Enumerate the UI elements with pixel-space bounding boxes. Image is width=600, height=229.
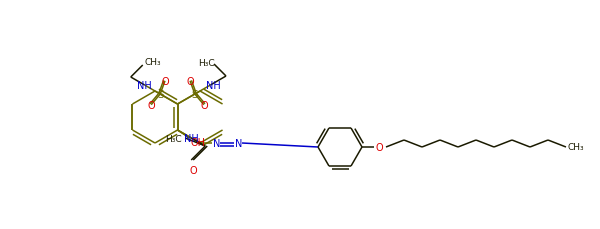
Text: NH: NH [206, 81, 221, 91]
Text: O: O [148, 100, 155, 110]
Text: O: O [375, 142, 383, 152]
Text: O: O [186, 76, 194, 87]
Text: NH: NH [184, 134, 199, 143]
Text: S: S [191, 90, 198, 100]
Text: CH₃: CH₃ [568, 143, 584, 152]
Text: N: N [214, 138, 221, 148]
Text: NH: NH [137, 81, 152, 91]
Text: O: O [161, 76, 169, 87]
Text: S: S [157, 90, 164, 100]
Text: CH₃: CH₃ [145, 57, 161, 66]
Text: O: O [190, 165, 197, 175]
Text: O: O [200, 100, 208, 110]
Text: OH: OH [190, 137, 205, 147]
Text: H₃C: H₃C [198, 58, 214, 67]
Text: H₃C: H₃C [165, 134, 182, 143]
Text: N: N [235, 138, 243, 148]
